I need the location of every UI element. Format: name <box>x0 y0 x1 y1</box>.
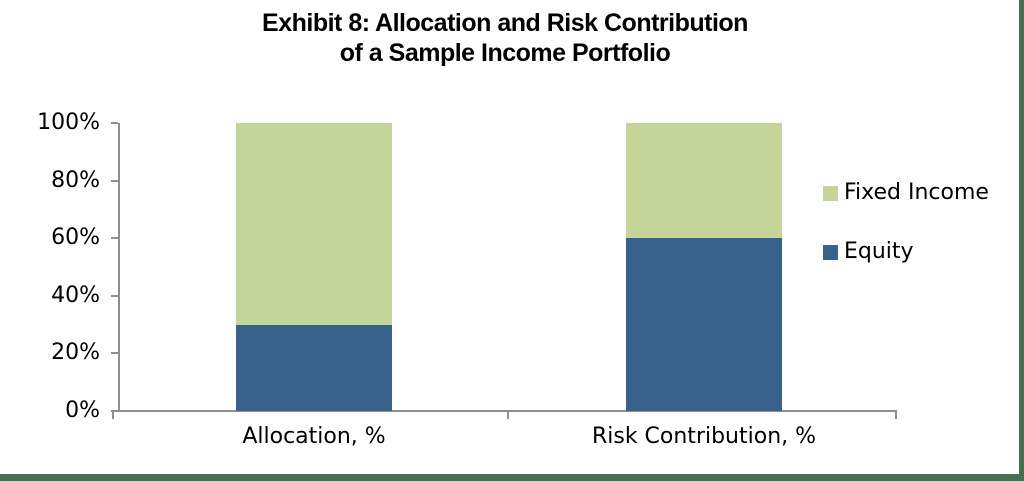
y-tick-label: 60% <box>51 225 100 251</box>
chart-title-line2: of a Sample Income Portfolio <box>339 39 671 67</box>
y-tick-label: 100% <box>37 110 100 135</box>
bar-segment-fixed-income <box>236 123 392 325</box>
legend-item: Equity <box>823 239 914 265</box>
y-tick-label: 40% <box>51 282 100 308</box>
y-tick-mark <box>111 352 118 355</box>
bar-segment-equity <box>626 238 782 411</box>
chart-title: Exhibit 8: Allocation and Risk Contribut… <box>0 8 1010 68</box>
y-tick-mark <box>111 237 118 240</box>
y-tick-mark <box>111 179 118 182</box>
x-tick-mark <box>895 412 897 419</box>
y-tick-mark <box>111 294 118 297</box>
x-category-label: Allocation, % <box>242 424 386 449</box>
y-tick-label: 80% <box>51 167 100 193</box>
page-border-right <box>1019 0 1024 481</box>
x-category-label: Risk Contribution, % <box>591 424 817 449</box>
chart-title-line1: Exhibit 8: Allocation and Risk Contribut… <box>262 9 748 37</box>
x-tick-mark <box>112 412 114 419</box>
y-axis-line <box>118 123 120 411</box>
legend-label: Equity <box>844 239 914 264</box>
legend-label: Fixed Income <box>844 180 989 205</box>
y-tick-label: 0% <box>65 398 100 423</box>
y-tick-mark <box>111 122 118 124</box>
bar-segment-equity <box>236 324 392 411</box>
x-tick-mark <box>507 412 509 419</box>
page-border-bottom <box>0 474 1024 481</box>
bar-segment-fixed-income <box>626 123 782 239</box>
y-tick-mark <box>111 410 118 412</box>
y-tick-label: 20% <box>51 340 100 366</box>
legend-swatch-icon <box>823 185 838 201</box>
legend-item: Fixed Income <box>823 180 989 206</box>
legend-swatch-icon <box>823 244 838 260</box>
x-axis-line <box>112 410 897 412</box>
